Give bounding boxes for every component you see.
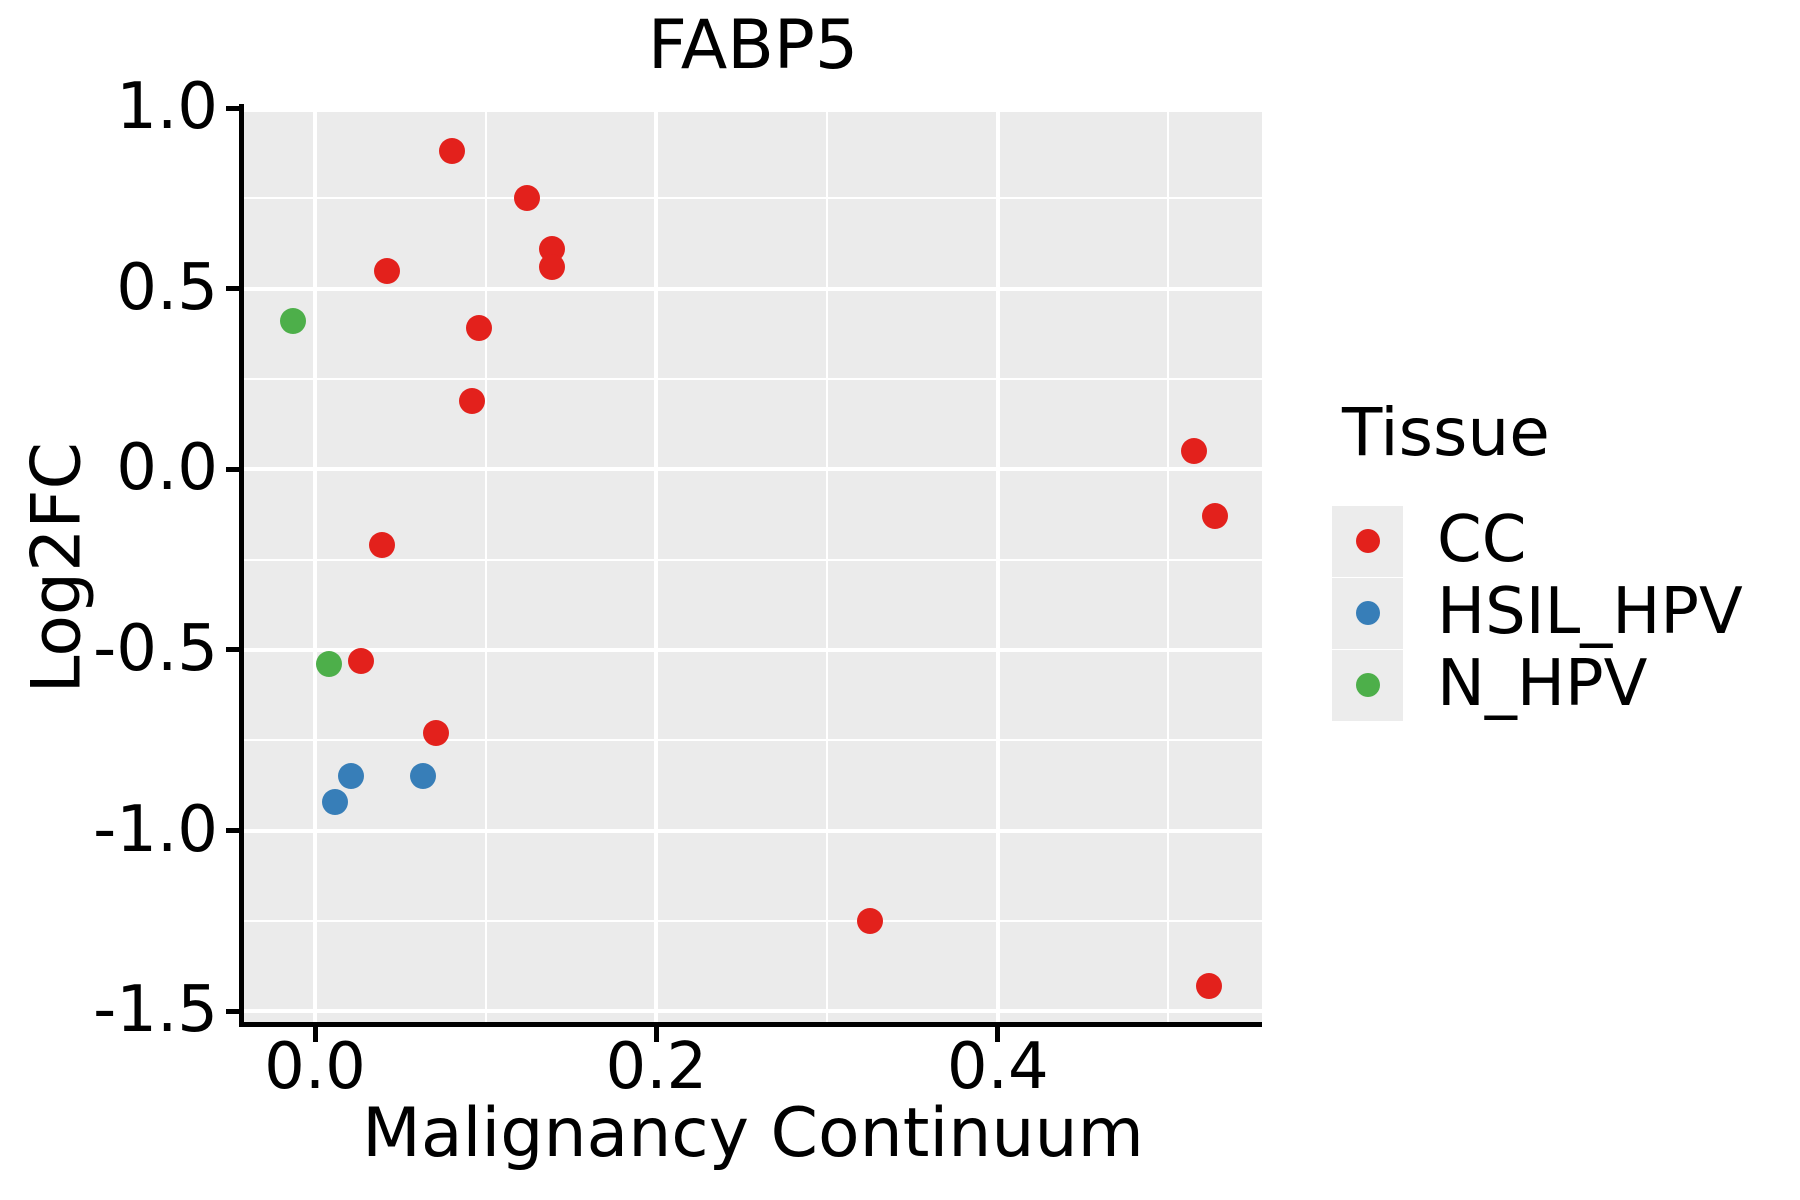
legend-dot-icon xyxy=(1355,601,1380,625)
x-tick-mark xyxy=(995,1027,1001,1042)
data-point-CC xyxy=(368,532,395,559)
y-major-gridline xyxy=(244,1009,1262,1014)
x-tick-label: 0.2 xyxy=(605,1030,708,1104)
y-tick-mark xyxy=(226,466,241,472)
x-axis-spine xyxy=(239,1022,1262,1027)
y-minor-gridline xyxy=(244,197,1262,200)
legend-key xyxy=(1332,505,1403,577)
x-major-gridline xyxy=(654,108,659,1022)
x-minor-gridline xyxy=(1167,108,1170,1022)
data-point-CC xyxy=(459,387,486,414)
data-point-CC xyxy=(465,315,492,342)
legend-entries: CC HSIL_HPV N_HPV xyxy=(1332,505,1743,721)
x-tick-mark xyxy=(312,1027,318,1042)
legend-entry-CC: CC xyxy=(1332,505,1743,577)
x-axis-title: Malignancy Continuum xyxy=(362,1094,1144,1173)
y-tick-mark xyxy=(226,286,241,292)
legend-entry-N_HPV: N_HPV xyxy=(1332,649,1743,721)
legend-entry-HSIL_HPV: HSIL_HPV xyxy=(1332,577,1743,649)
data-point-N_HPV xyxy=(315,651,342,678)
data-point-CC xyxy=(539,253,566,280)
y-minor-gridline xyxy=(244,377,1262,380)
y-major-gridline xyxy=(244,647,1262,652)
data-point-CC xyxy=(1201,503,1228,530)
data-point-CC xyxy=(438,138,465,165)
data-point-CC xyxy=(513,185,540,212)
data-point-HSIL_HPV xyxy=(409,763,436,790)
data-point-HSIL_HPV xyxy=(337,763,364,790)
y-tick-label: 1.0 xyxy=(116,70,218,144)
data-point-CC xyxy=(423,719,450,746)
y-tick-label: -0.5 xyxy=(93,611,218,686)
data-point-CC xyxy=(373,257,400,284)
x-major-gridline xyxy=(995,108,1000,1022)
legend-entry-label: CC xyxy=(1437,503,1527,578)
data-point-CC xyxy=(348,647,375,674)
y-tick-label: -1.5 xyxy=(93,973,218,1048)
x-tick-label: 0.4 xyxy=(946,1030,1049,1104)
x-minor-gridline xyxy=(826,108,829,1022)
y-major-gridline xyxy=(244,467,1262,472)
y-tick-mark xyxy=(226,828,241,834)
y-minor-gridline xyxy=(244,558,1262,561)
data-point-HSIL_HPV xyxy=(322,788,349,815)
legend-dot-icon xyxy=(1355,529,1380,553)
x-tick-mark xyxy=(653,1027,659,1042)
legend-key xyxy=(1332,577,1403,649)
y-minor-gridline xyxy=(244,739,1262,742)
y-major-gridline xyxy=(244,108,1262,112)
data-point-CC xyxy=(856,907,883,934)
legend-entry-label: N_HPV xyxy=(1437,647,1648,722)
y-tick-label: 0.5 xyxy=(116,250,218,325)
plot-panel xyxy=(244,108,1262,1022)
y-major-gridline xyxy=(244,828,1262,833)
data-point-N_HPV xyxy=(279,308,306,335)
x-minor-gridline xyxy=(484,108,487,1022)
legend-entry-label: HSIL_HPV xyxy=(1437,575,1743,650)
x-major-gridline xyxy=(313,108,317,1022)
y-minor-gridline xyxy=(244,919,1262,922)
legend-title: Tissue xyxy=(1342,394,1550,471)
y-axis-spine xyxy=(239,104,244,1027)
y-tick-mark xyxy=(226,647,241,653)
y-tick-label: 0.0 xyxy=(116,431,218,506)
y-major-gridline xyxy=(244,286,1262,291)
y-axis-title: Log2FC xyxy=(17,442,97,694)
x-tick-label: 0.0 xyxy=(264,1030,366,1104)
chart-title: FABP5 xyxy=(647,6,859,85)
data-point-CC xyxy=(1181,438,1208,465)
y-tick-label: -1.0 xyxy=(93,792,218,867)
legend-dot-icon xyxy=(1355,673,1380,697)
y-tick-mark xyxy=(226,1008,241,1014)
legend-key xyxy=(1332,649,1403,721)
y-tick-mark xyxy=(226,105,241,111)
data-point-CC xyxy=(1196,972,1223,999)
